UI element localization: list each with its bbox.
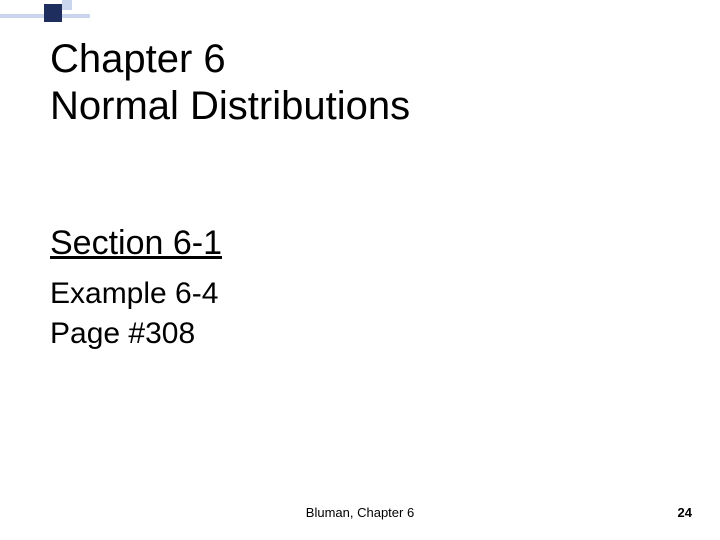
corner-decoration (0, 0, 90, 24)
title-line-2: Normal Distributions (50, 84, 410, 128)
footer-page-number: 24 (678, 505, 692, 520)
decor-square-light (62, 0, 72, 10)
footer-center: Bluman, Chapter 6 (0, 505, 720, 520)
slide-content: Chapter 6 Normal Distributions Section 6… (50, 36, 680, 351)
page-ref: Page #308 (50, 317, 680, 351)
example-line: Example 6-4 (50, 277, 680, 311)
section-heading: Section 6-1 (50, 224, 680, 263)
title-line-1: Chapter 6 (50, 37, 226, 81)
decor-square-dark (44, 4, 62, 22)
slide-title: Chapter 6 Normal Distributions (50, 36, 680, 130)
